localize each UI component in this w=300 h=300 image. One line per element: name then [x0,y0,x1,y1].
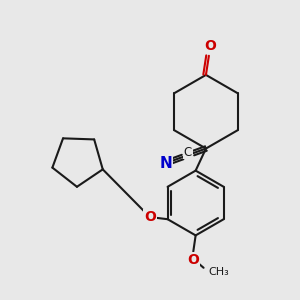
Text: O: O [204,39,216,53]
Text: O: O [144,210,156,224]
Text: N: N [159,156,172,171]
Text: O: O [187,253,199,267]
Text: CH₃: CH₃ [208,267,229,277]
Text: C: C [184,146,192,159]
